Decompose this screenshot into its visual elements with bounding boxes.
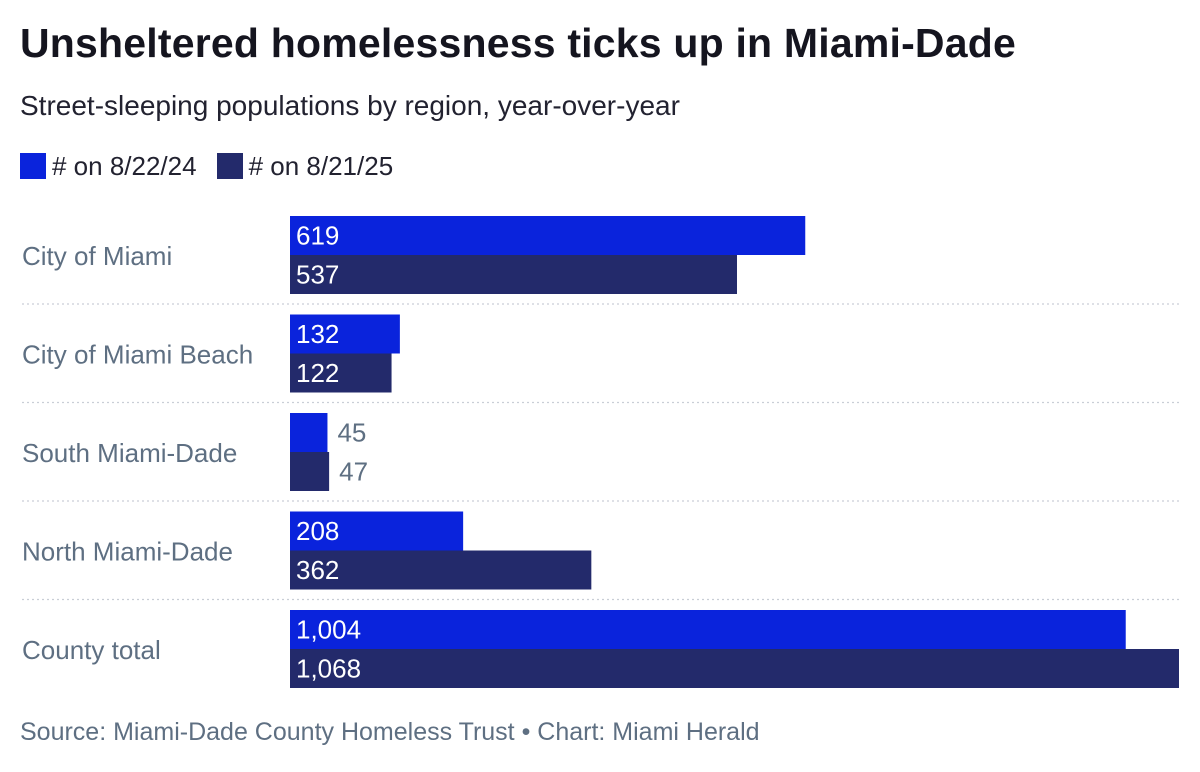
bar-city-of-miami-beach-2024: [290, 314, 400, 354]
bar-south-miami-dade-2025: [290, 452, 330, 491]
source-note: Source: Miami-Dade County Homeless Trust…: [20, 718, 760, 746]
bar-north-miami-dade-2025: [290, 550, 592, 590]
legend-swatch-2024: [20, 153, 46, 179]
bar-city-of-miami-2024: [290, 216, 806, 255]
legend-label-2025: # on 8/21/25: [248, 150, 394, 181]
bar-city-of-miami-beach-2025: [290, 353, 392, 393]
value-label-south-miami-dade-2024: 45: [337, 418, 366, 448]
value-label-county-total-2025: 1,068: [296, 654, 361, 684]
chart-subtitle: Street-sleeping populations by region, y…: [20, 90, 680, 121]
bar-city-of-miami-2025: [290, 255, 737, 294]
value-label-north-miami-dade-2024: 208: [296, 516, 339, 546]
value-label-city-of-miami-2024: 619: [296, 221, 339, 251]
value-label-south-miami-dade-2025: 47: [339, 457, 368, 487]
bar-south-miami-dade-2024: [290, 413, 328, 452]
bar-north-miami-dade-2024: [290, 511, 464, 551]
legend-item-2024: # on 8/22/24: [20, 151, 197, 182]
value-label-city-of-miami-beach-2025: 122: [296, 358, 339, 388]
category-label-south-miami-dade: South Miami-Dade: [22, 438, 237, 468]
bar-county-total-2024: [290, 610, 1126, 649]
legend: # on 8/22/24 # on 8/21/25: [20, 150, 413, 182]
category-label-county-total: County total: [22, 635, 161, 665]
bar-chart: City of Miami 619 537 City of Miami Beach 13…: [22, 216, 1180, 688]
chart-title: Unsheltered homelessness ticks up in Mia…: [20, 20, 1016, 66]
legend-swatch-2025: [216, 153, 243, 179]
category-label-city-of-miami: City of Miami: [22, 241, 172, 271]
value-label-city-of-miami-beach-2024: 132: [296, 319, 339, 349]
category-label-north-miami-dade: North Miami-Dade: [22, 537, 233, 567]
value-label-north-miami-dade-2025: 362: [296, 555, 339, 585]
legend-item-2025: # on 8/21/25: [216, 150, 394, 182]
legend-label-2024: # on 8/22/24: [52, 150, 197, 181]
bar-county-total-2025: [290, 649, 1179, 688]
value-label-county-total-2024: 1,004: [296, 615, 361, 645]
category-label-city-of-miami-beach: City of Miami Beach: [22, 340, 253, 370]
value-label-city-of-miami-2025: 537: [296, 260, 339, 290]
